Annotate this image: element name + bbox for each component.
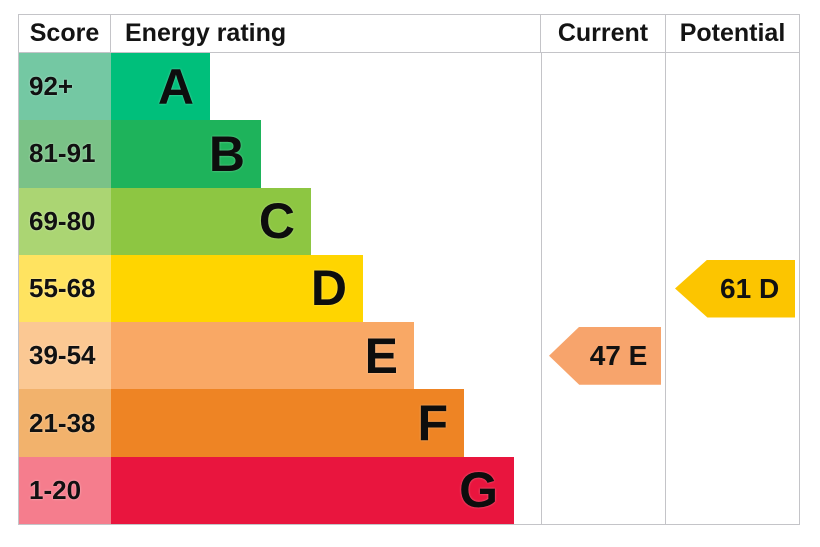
band-row-f: F [111,389,541,457]
column-header-potential: Potential [666,15,799,53]
column-header-energy-rating: Energy rating [111,15,541,53]
band-bar-b: B [111,120,261,188]
score-range-b: 81-91 [19,120,111,188]
epc-table: Score Energy rating Current Potential 92… [18,14,800,525]
band-bar-f: F [111,389,464,457]
current-rating-arrow: 47 E [549,326,661,385]
current-rating-column: 47 E [541,53,666,524]
column-header-current: Current [541,15,666,53]
band-row-b: B [111,120,541,188]
band-bar-c: C [111,187,311,255]
band-bar-e: E [111,322,414,390]
band-row-a: A [111,53,541,121]
band-row-e: E [111,322,541,390]
score-range-g: 1-20 [19,456,111,524]
band-bar-a: A [111,53,210,121]
score-range-f: 21-38 [19,389,111,457]
band-bar-g: G [111,456,514,524]
score-range-c: 69-80 [19,187,111,255]
potential-rating-column: 61 D [666,53,799,524]
score-column: 92+ 81-91 69-80 55-68 39-54 21-38 1-20 [19,53,111,524]
band-row-g: G [111,456,541,524]
column-header-score: Score [19,15,111,53]
band-row-c: C [111,187,541,255]
score-range-a: 92+ [19,53,111,121]
score-range-e: 39-54 [19,322,111,390]
band-row-d: D [111,254,541,323]
band-bar-d: D [111,254,363,323]
potential-rating-arrow: 61 D [675,259,795,318]
score-range-d: 55-68 [19,254,111,323]
